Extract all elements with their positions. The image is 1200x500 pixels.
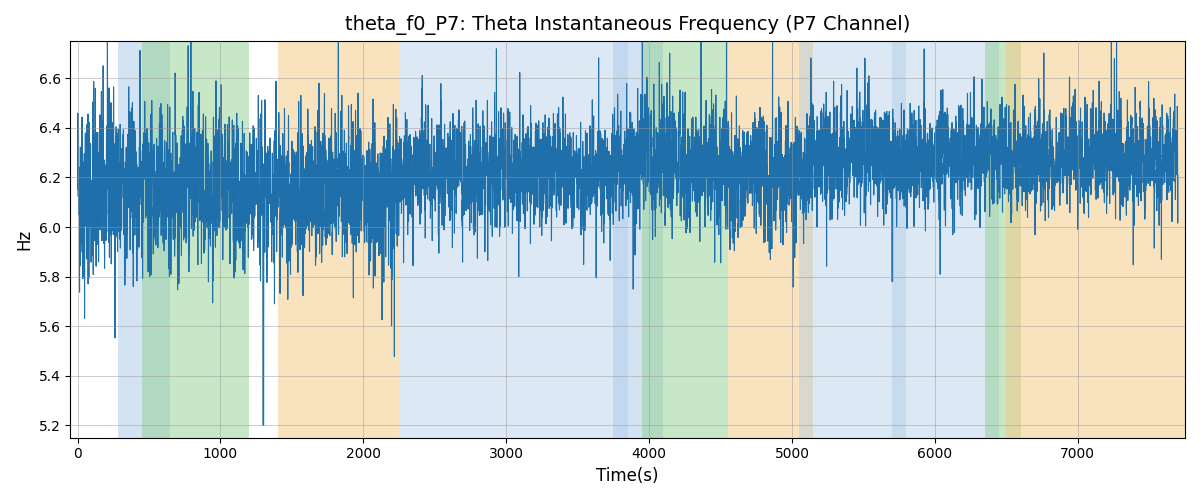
Bar — [642, 41, 727, 438]
Bar — [1007, 41, 1186, 438]
Bar — [118, 41, 170, 438]
Bar — [613, 41, 664, 438]
Bar — [799, 41, 906, 438]
Bar — [985, 41, 1021, 438]
Y-axis label: Hz: Hz — [14, 229, 32, 250]
Bar — [892, 41, 1000, 438]
Title: theta_f0_P7: Theta Instantaneous Frequency (P7 Channel): theta_f0_P7: Theta Instantaneous Frequen… — [346, 15, 911, 35]
Bar — [277, 41, 400, 438]
Bar — [727, 41, 814, 438]
Bar — [400, 41, 628, 438]
Bar — [142, 41, 250, 438]
X-axis label: Time(s): Time(s) — [596, 467, 659, 485]
